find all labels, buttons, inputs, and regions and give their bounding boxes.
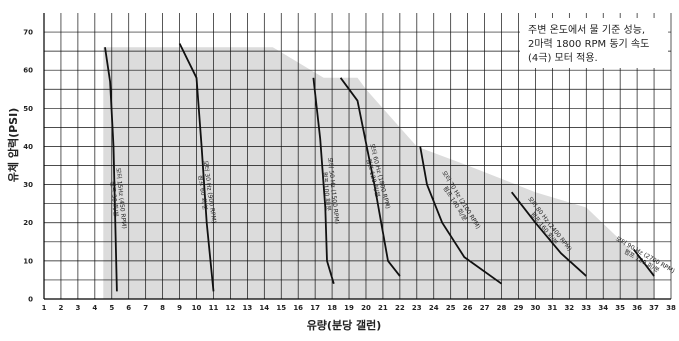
y-tick-label: 10 <box>23 257 33 265</box>
x-tick-label: 4 <box>92 304 97 312</box>
x-tick-label: 10 <box>192 304 202 312</box>
x-tick-label: 7 <box>143 304 148 312</box>
x-tick-label: 38 <box>666 304 676 312</box>
pump-curve-3 <box>312 77 335 284</box>
y-tick-label: 50 <box>23 105 33 113</box>
operating-range-shade <box>103 47 655 299</box>
curve-label-line: 펌프 30 회/분 <box>109 181 121 218</box>
x-tick-label: 12 <box>226 304 236 312</box>
y-tick-label: 40 <box>23 143 33 151</box>
x-tick-label: 8 <box>160 304 165 312</box>
x-tick-label: 35 <box>615 304 625 312</box>
x-tick-label: 5 <box>109 304 114 312</box>
pump-curve-7 <box>632 248 655 277</box>
x-tick-label: 1 <box>42 304 47 312</box>
y-tick-label: 70 <box>23 29 33 37</box>
annotation-background <box>520 18 668 68</box>
x-tick-label: 28 <box>497 304 507 312</box>
x-tick-label: 19 <box>344 304 354 312</box>
y-tick-label: 0 <box>28 296 33 304</box>
x-tick-label: 37 <box>649 304 659 312</box>
x-tick-label: 34 <box>598 304 608 312</box>
y-tick-label: 30 <box>23 181 33 189</box>
x-tick-label: 33 <box>581 304 591 312</box>
annotation-line: 2마력 1800 RPM 동기 속도 <box>528 38 649 50</box>
x-tick-label: 24 <box>429 304 439 312</box>
x-tick-label: 22 <box>395 304 405 312</box>
pump-curve-6 <box>510 191 587 277</box>
x-tick-label: 9 <box>177 304 182 312</box>
x-tick-label: 2 <box>59 304 64 312</box>
x-tick-label: 6 <box>126 304 131 312</box>
x-tick-label: 11 <box>209 304 219 312</box>
annotation-line: 주변 온도에서 물 기준 성능, <box>528 24 645 36</box>
pump-curve-4 <box>339 77 401 277</box>
x-tick-label: 29 <box>514 304 524 312</box>
annotation-line: (4극) 모터 적용. <box>528 52 598 64</box>
x-tick-label: 36 <box>632 304 642 312</box>
x-tick-label: 3 <box>75 304 80 312</box>
x-tick-label: 15 <box>276 304 286 312</box>
x-tick-label: 23 <box>412 304 422 312</box>
x-tick-label: 14 <box>259 304 269 312</box>
pump-curve-5 <box>419 146 503 285</box>
x-tick-label: 21 <box>378 304 388 312</box>
x-tick-label: 20 <box>361 304 371 312</box>
x-tick-label: 32 <box>564 304 574 312</box>
x-tick-label: 25 <box>446 304 456 312</box>
y-tick-label: 60 <box>23 67 33 75</box>
y-tick-label: 20 <box>23 219 33 227</box>
pump-curve-1 <box>104 47 118 292</box>
x-tick-label: 13 <box>242 304 252 312</box>
x-tick-label: 27 <box>480 304 490 312</box>
x-tick-label: 31 <box>548 304 558 312</box>
x-tick-label: 18 <box>327 304 337 312</box>
x-axis-title: 유량(분당 갤런) <box>307 318 382 332</box>
y-axis-title: 유체 압력(PSI) <box>6 108 20 182</box>
x-tick-label: 26 <box>463 304 473 312</box>
x-tick-label: 30 <box>531 304 541 312</box>
x-tick-label: 16 <box>293 304 303 312</box>
x-tick-label: 17 <box>310 304 320 312</box>
pump-curve-2 <box>178 43 215 292</box>
